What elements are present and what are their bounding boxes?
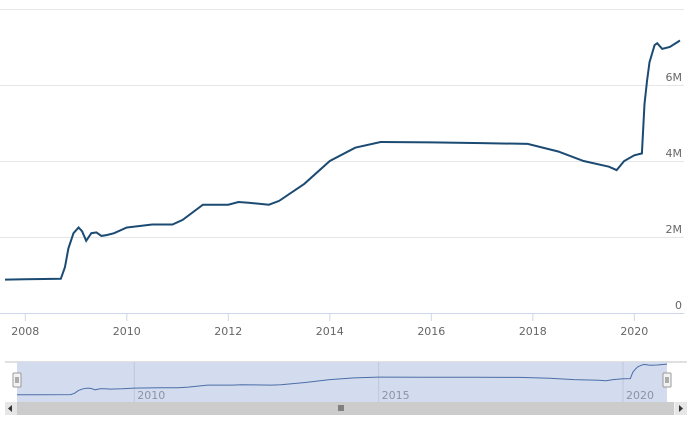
arrow-left-icon [8,405,12,412]
x-tick-label: 2016 [417,325,445,338]
y-tick-label: 2M [666,223,683,236]
navigator[interactable]: 2010 2015 2020 [5,361,687,402]
navigator-handle-left[interactable] [12,372,22,388]
x-tick-label: 2020 [620,325,648,338]
x-tick-label: 2012 [214,325,242,338]
y-tick-label: 4M [666,147,683,160]
x-tick-label: 2014 [316,325,344,338]
navigator-selection[interactable] [17,362,667,402]
x-tick-label: 2010 [113,325,141,338]
scrollbar[interactable] [5,402,687,415]
scrollbar-grip-icon [338,405,344,411]
navigator-tick-label: 2015 [382,389,410,402]
navigator-series-line [17,363,668,396]
x-tick-label: 2018 [519,325,547,338]
y-tick-label: 0 [675,299,682,312]
series-line [4,39,681,281]
arrow-right-icon [679,405,683,412]
navigator-handle-right[interactable] [662,372,672,388]
navigator-tick-label: 2020 [626,389,654,402]
y-tick-label: 6M [666,71,683,84]
x-tick-label: 2008 [11,325,39,338]
scrollbar-thumb[interactable] [17,402,674,415]
navigator-tick-label: 2010 [137,389,165,402]
